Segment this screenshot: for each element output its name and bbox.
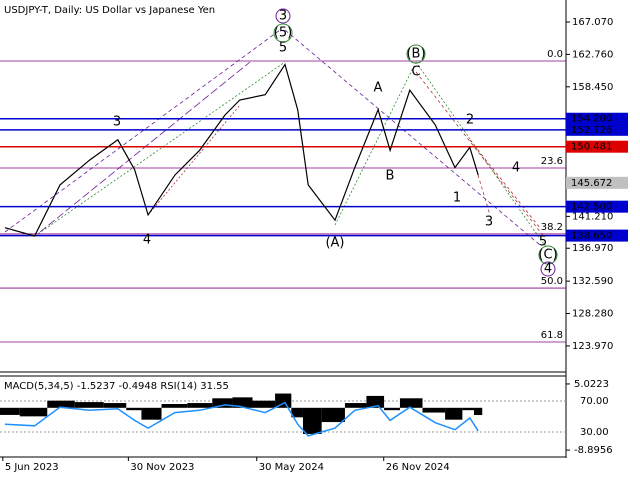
macd-bar [187,403,213,408]
fib-label: 0.0 [547,49,563,60]
macd-bar [474,407,483,416]
macd-bar [445,407,463,420]
wave-label: (C) [538,248,557,263]
wave-label: 4 [544,262,552,277]
level-box [566,112,628,125]
macd-bar [291,407,303,418]
macd-bar [232,397,253,408]
fib-label: 61.8 [541,330,563,341]
y-tick-label: 128.280 [572,309,613,320]
macd-bar [141,407,162,420]
wave-label: 1 [453,191,461,206]
y-tick-label: 123.970 [572,341,613,352]
level-box [566,200,628,213]
level-box [566,140,628,153]
wave-circle [538,245,558,265]
macd-bar [0,407,20,415]
wave-label: B [386,169,395,184]
wave-label: A [374,81,383,96]
macd-bar [422,407,446,413]
macd-bar [252,400,276,408]
wave-label: (A) [325,236,344,251]
wave-circle [406,44,426,64]
macd-bar [19,407,48,417]
y-tick-label: 136.970 [572,243,613,254]
macd-bar [212,398,233,408]
y-tick-label: 141.210 [572,211,613,222]
indicator-tick-label: -8.8956 [574,445,613,456]
fib-label: 38.2 [541,222,563,233]
wave-circle [275,8,291,24]
macd-bar [302,407,322,434]
trend-line [415,71,546,239]
macd-bar [126,407,142,411]
macd-bar [74,402,104,408]
macd-bar [384,407,400,411]
level-label: 138.650 [571,231,612,242]
rsi-tick-label: 30.00 [580,427,609,438]
macd-bar [366,395,385,408]
level-box [566,123,628,136]
wave-label: 3 [485,215,493,230]
wave-label: (5) [274,26,292,41]
level-box [566,229,628,242]
wave-label: 4 [512,161,520,176]
current-price-label: 145.672 [571,178,612,189]
price-line [4,63,479,237]
rsi-line [4,401,479,437]
wave-label: 2 [466,113,474,128]
trend-line [34,61,286,237]
x-tick-label: 26 Nov 2024 [386,462,450,473]
macd-bar [399,398,423,408]
macd-bar [344,403,367,408]
fib-label: 50.0 [541,276,563,287]
level-label: 152.726 [571,125,612,136]
macd-bar [275,393,292,408]
wave-label: C [411,65,420,80]
current-price-box [566,176,628,189]
x-tick-label: 30 Nov 2023 [130,462,194,473]
trend-line [477,174,491,216]
wave-label: 3 [279,9,287,24]
trend-line [469,139,541,229]
wave-label: 5 [279,41,287,56]
macd-bar [47,400,75,408]
fib-label: 23.6 [541,156,563,167]
y-tick-label: 162.760 [572,49,613,60]
level-label: 150.481 [571,142,612,153]
macd-bar [103,403,127,408]
level-label: 154.200 [571,114,612,125]
level-label: 142.500 [571,202,612,213]
wave-circle [273,23,293,43]
y-tick-label: 158.450 [572,82,613,93]
y-tick-label: 132.590 [572,276,613,287]
x-tick-label: 30 May 2024 [259,462,324,473]
wave-label: 3 [113,115,121,130]
x-tick-label: 5 Jun 2023 [5,462,59,473]
macd-bar [462,407,475,411]
wave-label: 4 [143,233,151,248]
macd-bar [161,403,188,408]
wave-label: 5 [539,235,547,250]
wave-label: (B) [406,47,425,62]
y-tick-label: 167.070 [572,17,613,28]
macd-bar [321,407,345,423]
rsi-tick-label: 70.00 [580,396,609,407]
indicator-title: MACD(5,34,5) -1.5237 -0.4948 RSI(14) 31.… [4,381,229,392]
chart-title: USDJPY-T, Daily: US Dollar vs Japanese Y… [4,5,215,16]
trend-line [4,29,281,233]
indicator-tick-label: 5.0223 [574,379,609,390]
wave-circle [540,261,556,277]
